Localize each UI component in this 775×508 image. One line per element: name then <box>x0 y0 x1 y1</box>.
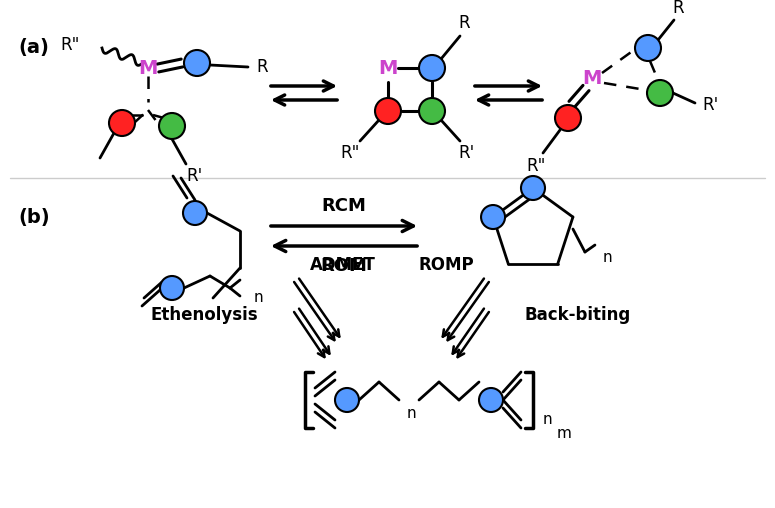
Circle shape <box>481 205 505 229</box>
Text: ROMP: ROMP <box>418 256 474 274</box>
Circle shape <box>479 388 503 412</box>
Circle shape <box>555 105 581 131</box>
Circle shape <box>159 113 185 139</box>
Text: ROM: ROM <box>321 257 367 275</box>
Circle shape <box>419 55 445 81</box>
Text: (b): (b) <box>18 208 50 228</box>
Text: M: M <box>582 69 601 87</box>
Text: R: R <box>257 58 268 76</box>
Text: R": R" <box>526 157 546 175</box>
Text: RCM: RCM <box>322 197 367 215</box>
Circle shape <box>647 80 673 106</box>
Text: R': R' <box>459 144 475 162</box>
Text: M: M <box>378 58 398 78</box>
Text: n: n <box>603 249 612 265</box>
Circle shape <box>160 276 184 300</box>
Text: R": R" <box>60 36 80 54</box>
Circle shape <box>335 388 359 412</box>
Text: R: R <box>672 0 684 17</box>
Text: n: n <box>543 412 553 428</box>
Text: Ethenolysis: Ethenolysis <box>150 306 258 324</box>
Text: R": R" <box>340 144 360 162</box>
Text: ADMET: ADMET <box>310 256 376 274</box>
Circle shape <box>419 98 445 124</box>
Text: M: M <box>138 58 157 78</box>
Circle shape <box>183 201 207 225</box>
Text: m: m <box>557 427 572 441</box>
Text: R': R' <box>186 167 202 185</box>
Text: R: R <box>458 14 470 32</box>
Circle shape <box>635 35 661 61</box>
Circle shape <box>184 50 210 76</box>
Text: n: n <box>254 291 264 305</box>
Circle shape <box>109 110 135 136</box>
Text: (a): (a) <box>18 39 49 57</box>
Text: Back-biting: Back-biting <box>524 306 630 324</box>
Text: n: n <box>407 406 417 422</box>
Circle shape <box>375 98 401 124</box>
Text: R': R' <box>702 96 718 114</box>
Circle shape <box>521 176 545 200</box>
